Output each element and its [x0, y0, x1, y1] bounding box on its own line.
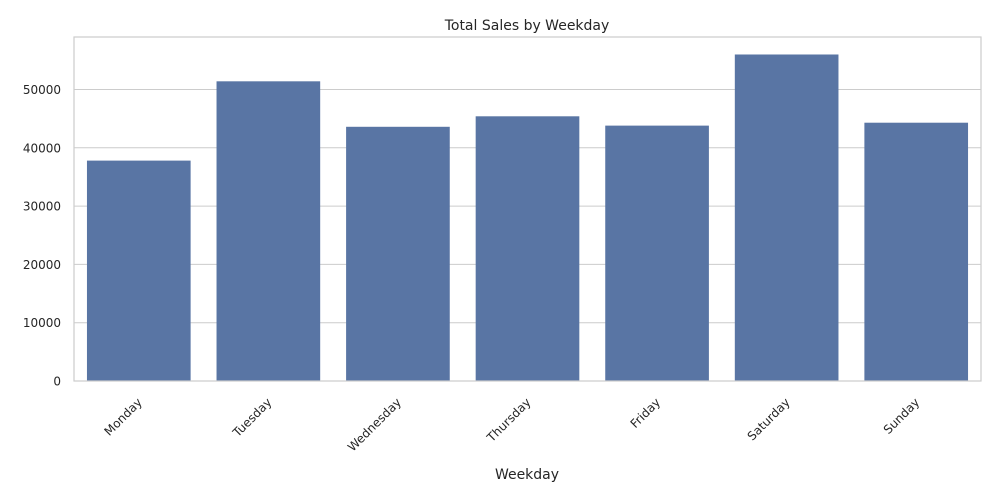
x-tick-label-sunday: Sunday — [881, 395, 923, 437]
y-tick-label: 0 — [53, 375, 61, 389]
x-tick-label-tuesday: Tuesday — [229, 395, 274, 440]
x-tick-label-saturday: Saturday — [745, 395, 793, 443]
bar-saturday — [734, 54, 839, 382]
y-tick-labels: 0 10000 20000 30000 40000 50000 — [23, 83, 61, 389]
plot-frame — [73, 36, 982, 382]
x-axis-label: Weekday — [495, 467, 559, 483]
x-tick-labels: Monday Tuesday Wednesday Thursday Friday Satu… — [102, 395, 923, 454]
bar-monday — [86, 160, 191, 381]
x-tick-label-monday: Monday — [102, 395, 145, 438]
y-tick-label: 30000 — [23, 200, 61, 214]
x-tick-label-friday: Friday — [628, 395, 664, 431]
y-tick-label: 50000 — [23, 83, 61, 97]
x-tick-label-wednesday: Wednesday — [345, 395, 404, 454]
bar-friday — [605, 125, 709, 382]
bars — [86, 54, 969, 382]
chart-title: Total Sales by Weekday — [444, 18, 610, 34]
bar-wednesday — [346, 126, 450, 382]
y-tick-label: 20000 — [23, 258, 61, 272]
y-tick-label: 10000 — [23, 316, 61, 330]
bar-thursday — [475, 116, 580, 381]
bar-sunday — [864, 122, 969, 382]
x-tick-label-thursday: Thursday — [484, 395, 534, 445]
bar-tuesday — [216, 81, 321, 382]
y-tick-label: 40000 — [23, 141, 61, 155]
